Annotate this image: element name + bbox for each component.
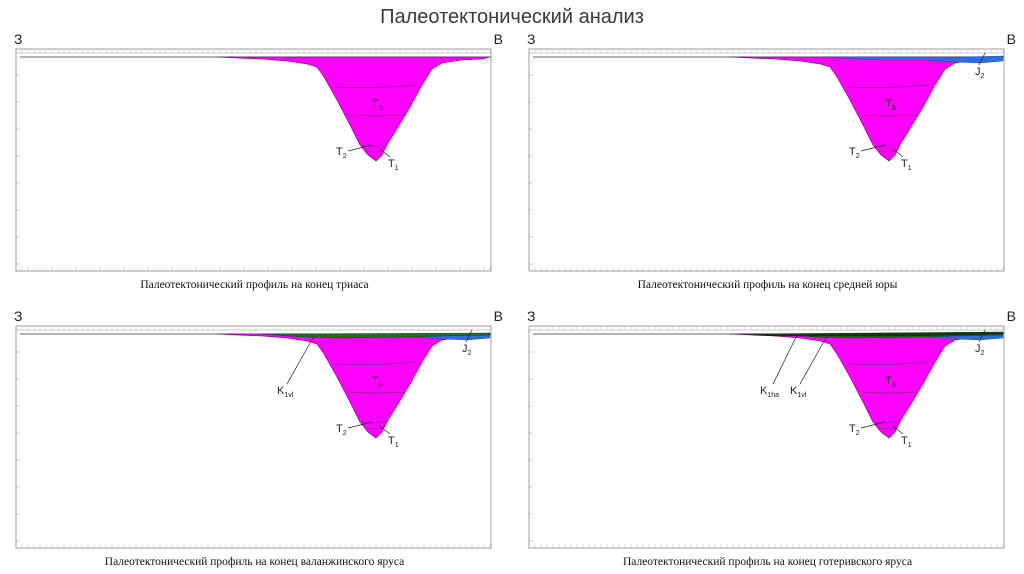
east-label: В xyxy=(1006,31,1016,47)
valanginian-layer xyxy=(261,332,491,339)
horizon-label-t3: T3 xyxy=(372,375,383,389)
hauterivian-layer xyxy=(744,331,1004,337)
panel-caption: Палеотектонический профиль на конец сред… xyxy=(637,279,898,291)
label-leader-line xyxy=(379,148,391,158)
label-leader-line xyxy=(860,144,886,152)
horizon-label-k1vl: K1vl xyxy=(790,385,807,399)
west-label: З xyxy=(14,308,23,324)
horizon-line xyxy=(361,144,387,147)
horizon-label-t3: T3 xyxy=(372,98,383,112)
horizon-line xyxy=(874,421,900,424)
label-leader-line xyxy=(978,329,986,343)
horizon-label-t3: T3 xyxy=(885,98,896,112)
depth-scale xyxy=(529,351,533,542)
horizon-label-t2: T2 xyxy=(849,146,860,160)
top-scale xyxy=(529,50,1004,54)
label-leader-line xyxy=(892,425,904,435)
horizon-label-k1ha: K1ha xyxy=(760,385,779,399)
profile-diagram: T3 T2 T1 J2 xyxy=(528,48,1005,272)
profile-diagram: T3 T2 T1 J2 K1vl K1ha xyxy=(528,325,1005,549)
label-leader-line xyxy=(892,148,904,158)
horizon-line xyxy=(874,144,900,147)
panel-caption: Палеотектонический профиль на конец готе… xyxy=(622,556,913,568)
page-title: Палеотектонический анализ xyxy=(380,6,644,28)
horizon-label-j2: J2 xyxy=(975,343,985,357)
label-leader-line xyxy=(465,329,473,343)
west-label: З xyxy=(527,31,536,47)
label-leader-line xyxy=(978,52,986,66)
horizon-label-k1vl: K1vl xyxy=(277,385,294,399)
east-label: В xyxy=(493,308,503,324)
horizon-label-t1: T1 xyxy=(388,158,399,172)
top-scale xyxy=(529,327,1004,331)
label-leader-line xyxy=(799,335,828,385)
horizon-label-t2: T2 xyxy=(336,423,347,437)
horizon-label-t2: T2 xyxy=(336,146,347,160)
horizon-line xyxy=(347,391,407,394)
horizon-label-t1: T1 xyxy=(901,435,912,449)
label-leader-line xyxy=(286,335,315,385)
depth-scale xyxy=(529,74,533,265)
panel-caption: Палеотектонический профиль на конец вала… xyxy=(104,556,405,568)
east-label: В xyxy=(1006,308,1016,324)
bottom-scale xyxy=(534,267,1004,271)
panel-caption: Палеотектонический профиль на конец триа… xyxy=(140,279,369,291)
east-label: В xyxy=(493,31,503,47)
top-scale xyxy=(16,327,491,331)
profile-panel-middle-jurassic: З В T3 T2 T1 J2 Палеотектонический профиль … xyxy=(525,31,1016,295)
horizon-line xyxy=(847,361,930,365)
horizon-line xyxy=(347,114,407,117)
profile-diagram: T3 T2 T1 J2 K1vl xyxy=(15,325,492,549)
bottom-scale xyxy=(534,544,1004,548)
depth-scale xyxy=(16,351,20,542)
horizon-label-t1: T1 xyxy=(901,158,912,172)
label-leader-line xyxy=(860,421,886,429)
bottom-scale xyxy=(21,267,491,271)
triassic-basin xyxy=(216,56,491,162)
label-leader-line xyxy=(772,334,798,385)
horizon-line xyxy=(334,84,417,88)
horizon-label-t3: T3 xyxy=(885,375,896,389)
horizon-line xyxy=(847,84,930,88)
west-label: З xyxy=(527,308,536,324)
label-leader-line xyxy=(379,425,391,435)
horizon-label-t1: T1 xyxy=(388,435,399,449)
profile-panel-trias: З В T3 T2 T1 Палеотектонический профиль на… xyxy=(12,31,503,295)
horizon-label-t2: T2 xyxy=(849,423,860,437)
west-label: З xyxy=(14,31,23,47)
profile-panel-valanginian: З В T3 T2 T1 J2 K1vl Палеотектонический проф… xyxy=(12,308,503,572)
horizon-label-j2: J2 xyxy=(462,343,472,357)
horizon-label-j2: J2 xyxy=(975,66,985,80)
profile-panel-hauterivian: З В T3 T2 T1 J2 K1vl K1ha Палеотектонический … xyxy=(525,308,1016,572)
label-leader-line xyxy=(347,144,373,152)
horizon-line xyxy=(860,114,920,117)
depth-scale xyxy=(16,74,20,265)
horizon-line xyxy=(361,421,387,424)
horizon-line xyxy=(334,361,417,365)
label-leader-line xyxy=(347,421,373,429)
top-scale xyxy=(16,50,491,54)
profile-diagram: T3 T2 T1 xyxy=(15,48,492,272)
bottom-scale xyxy=(21,544,491,548)
horizon-line xyxy=(860,391,920,394)
